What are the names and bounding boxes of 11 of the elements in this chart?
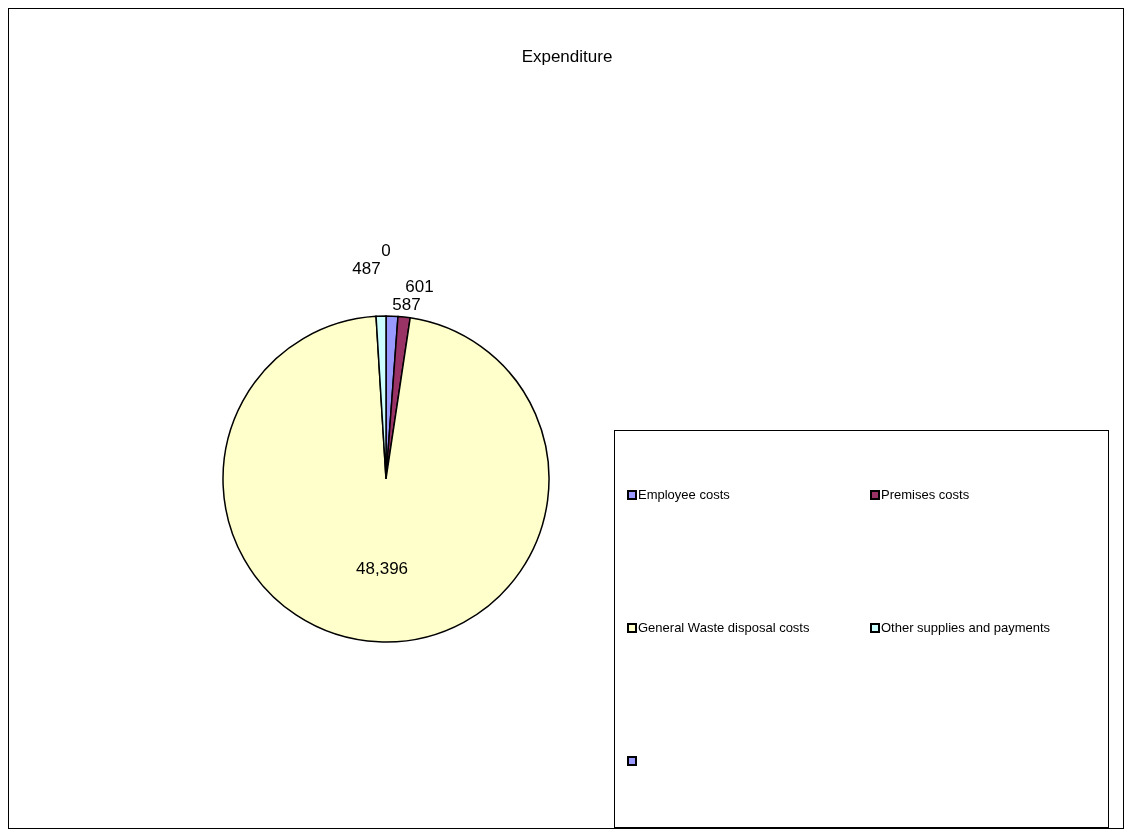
legend-label: General Waste disposal costs xyxy=(638,620,810,635)
text: 0 xyxy=(381,240,391,260)
data-label: 587 xyxy=(392,294,421,314)
chart-title: Expenditure xyxy=(520,47,614,67)
legend-label: Other supplies and payments xyxy=(881,620,1051,635)
data-label: 48,396 xyxy=(356,559,409,579)
data-label: 601 xyxy=(405,276,434,296)
pie-slice xyxy=(222,315,550,643)
legend-label: Employee costs xyxy=(638,487,730,502)
data-label: 487 xyxy=(352,258,381,278)
legend-label: Premises costs xyxy=(881,487,970,502)
